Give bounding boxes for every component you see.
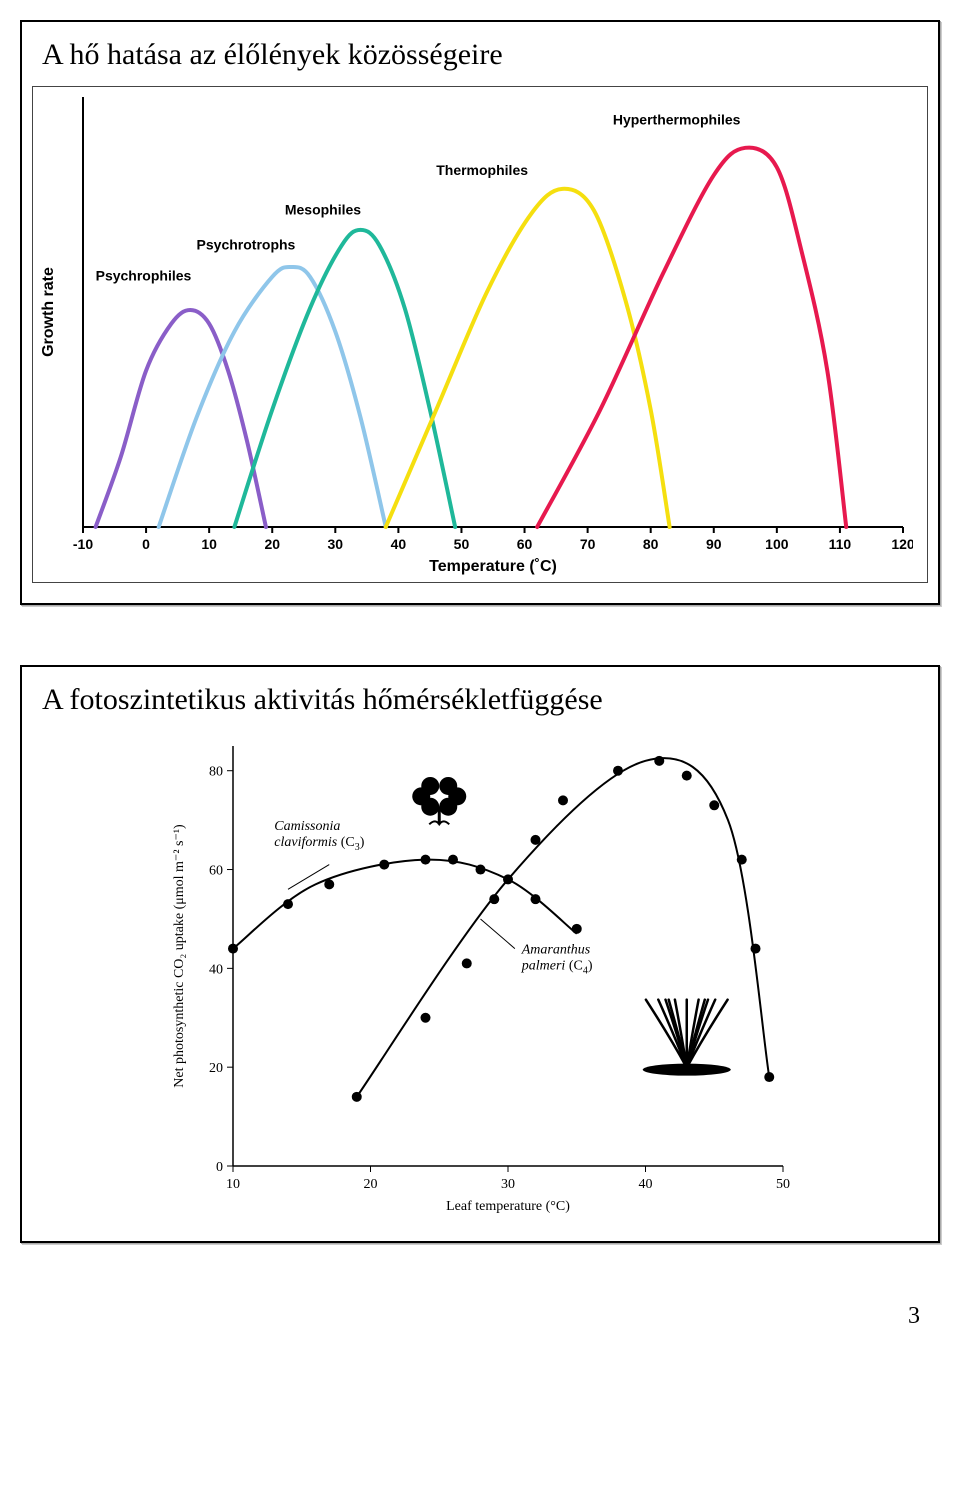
series-label: Psychrophiles [96,268,192,284]
x-tick-label: 60 [517,536,533,552]
data-point [420,855,430,865]
series-label: Thermophiles [436,162,528,178]
x-tick-label: -10 [73,536,93,552]
data-point [571,924,581,934]
series-label: Mesophiles [285,201,361,217]
data-point [351,1092,361,1102]
x-tick-label: 50 [776,1177,790,1192]
y-tick-label: 80 [209,765,223,780]
y-tick-label: 20 [209,1061,223,1076]
slide-1-title: A hő hatása az élőlények közösségeire [42,38,918,72]
slide-2-title: A fotoszintetikus aktivitás hőmérsékletf… [42,683,918,717]
data-point [475,865,485,875]
data-point [654,756,664,766]
growth-rate-chart-svg: -10 0 10 20 30 40 50 60 70 80 90 100 110 120 Temperatu… [33,87,913,577]
x-tick-label: 30 [328,536,344,552]
x-tick-label: 120 [891,536,913,552]
x-tick-label: 110 [829,536,852,552]
data-point [489,894,499,904]
y-tick-label: 40 [209,962,223,977]
data-point [420,1013,430,1023]
plant-icon-camissonia [412,777,466,824]
data-point [228,944,238,954]
x-axis-label: Temperature (˚C) [429,558,557,575]
data-point [736,855,746,865]
data-point [750,944,760,954]
series-psychrotrophs [159,267,386,527]
x-tick-label: 10 [201,536,217,552]
x-tick-label: 50 [454,536,470,552]
data-point [613,766,623,776]
series-label: Amaranthuspalmeri (C4) [520,943,592,977]
y-tick-label: 0 [216,1160,223,1175]
y-axis-label: Net photosynthetic CO₂ uptake (μmol m⁻² … [172,824,187,1088]
series-amaranthus-palmeri-(c₄) [356,758,769,1097]
series-psychrophiles [96,310,266,527]
page-number: 3 [20,1303,940,1330]
data-point [530,894,540,904]
series-mesophiles [234,230,455,527]
series-label: Psychrotrophs [197,236,296,252]
slide-2: A fotoszintetikus aktivitás hőmérsékletf… [20,665,940,1243]
data-point [324,879,334,889]
x-tick-label: 40 [638,1177,652,1192]
series-thermophiles [386,189,670,527]
data-point [379,860,389,870]
data-point [709,800,719,810]
data-point [448,855,458,865]
data-point [461,958,471,968]
x-tick-label: 40 [391,536,407,552]
growth-rate-chart: -10 0 10 20 30 40 50 60 70 80 90 100 110 120 Temperatu… [32,86,928,583]
data-point [283,899,293,909]
x-tick-label: 80 [643,536,659,552]
plant-icon-amaranthus [642,1000,730,1076]
slide-1: A hő hatása az élőlények közösségeire -1… [20,20,940,605]
x-tick-label: 10 [226,1177,240,1192]
x-tick-label: 0 [142,536,150,552]
x-tick-label: 70 [580,536,596,552]
series-label: Hyperthermophiles [613,111,741,127]
series-hyperthermophiles [537,148,846,527]
data-point [530,835,540,845]
x-axis-label: Leaf temperature (°C) [446,1199,570,1214]
x-tick-label: 100 [765,536,789,552]
photosynthesis-chart: 10 20 30 40 50 0 20 40 60 80 Leaf temperature (°C)… [32,731,928,1221]
x-tick-label: 20 [264,536,280,552]
data-point [558,795,568,805]
x-tick-label: 20 [363,1177,377,1192]
data-point [764,1072,774,1082]
x-tick-label: 30 [501,1177,515,1192]
x-tick-label: 90 [706,536,722,552]
series-label: Camissoniaclaviformis (C3) [274,819,365,853]
y-axis-label: Growth rate [40,267,57,357]
data-point [681,771,691,781]
photosynthesis-chart-svg: 10 20 30 40 50 0 20 40 60 80 Leaf temperature (°C)… [158,731,803,1221]
y-tick-label: 60 [209,864,223,879]
